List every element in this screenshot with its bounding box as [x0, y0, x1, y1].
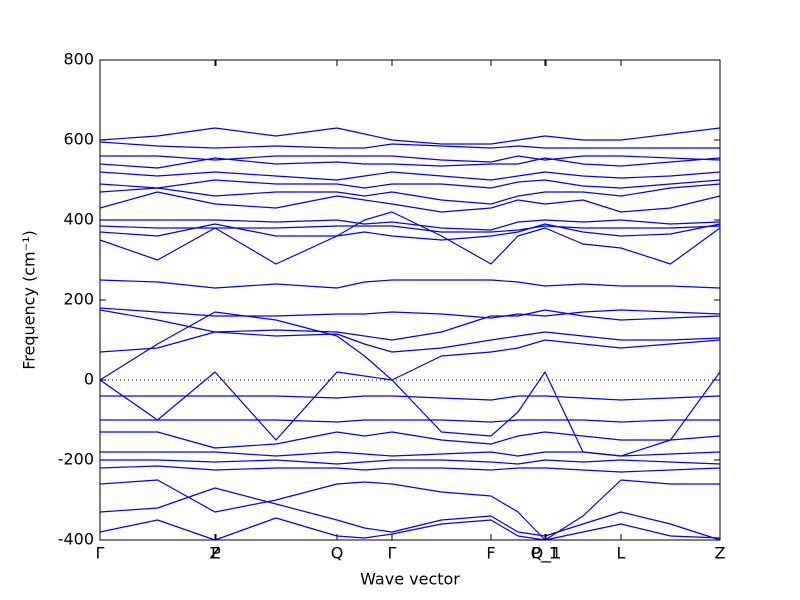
band-line: [100, 431, 721, 449]
plot-frame: [99, 59, 721, 541]
band-line: [99, 183, 721, 205]
band-line: [99, 311, 721, 381]
y-tick-label: -200: [58, 450, 94, 469]
x-tick-label: Z: [210, 544, 221, 563]
band-line: [99, 127, 721, 145]
band-line: [99, 309, 721, 341]
band-line: [99, 223, 721, 241]
x-tick-label: L: [617, 544, 626, 563]
band-line: [100, 419, 720, 423]
y-tick-label: 600: [63, 130, 94, 149]
band-line: [99, 279, 721, 289]
band-line: [99, 307, 721, 319]
band-line: [100, 219, 721, 231]
band-line: [100, 451, 721, 457]
x-tick-label: P: [211, 544, 221, 563]
x-tick-label: Γ: [96, 544, 105, 563]
band-line: [99, 465, 721, 473]
y-tick-label: 400: [63, 210, 94, 229]
x-tick-label: Q: [331, 544, 344, 563]
band-line: [99, 517, 721, 541]
x-tick-label: Q_1: [531, 544, 562, 564]
band-line: [99, 479, 720, 541]
x-tick-label: F: [486, 544, 495, 563]
y-tick-label: 800: [63, 50, 94, 69]
band-line: [99, 179, 721, 189]
x-axis-label: Wave vector: [360, 570, 460, 589]
band-line: [99, 191, 721, 213]
band-line: [100, 155, 721, 163]
band-line: [99, 141, 720, 149]
band-line: [99, 331, 721, 353]
band-line: [100, 459, 721, 465]
x-tick-label: P_1: [531, 544, 559, 564]
y-tick-label: 200: [63, 290, 94, 309]
x-tick-label: Z: [715, 544, 726, 563]
band-line: [99, 211, 721, 265]
y-tick-label: 0: [84, 370, 94, 389]
band-line: [100, 395, 721, 401]
band-line: [99, 157, 721, 169]
y-axis-label: Frequency (cm⁻¹): [20, 230, 39, 369]
y-tick-label: -400: [58, 530, 94, 549]
band-line: [99, 171, 721, 181]
x-tick-label: Γ: [388, 544, 397, 563]
band-line: [99, 487, 721, 541]
